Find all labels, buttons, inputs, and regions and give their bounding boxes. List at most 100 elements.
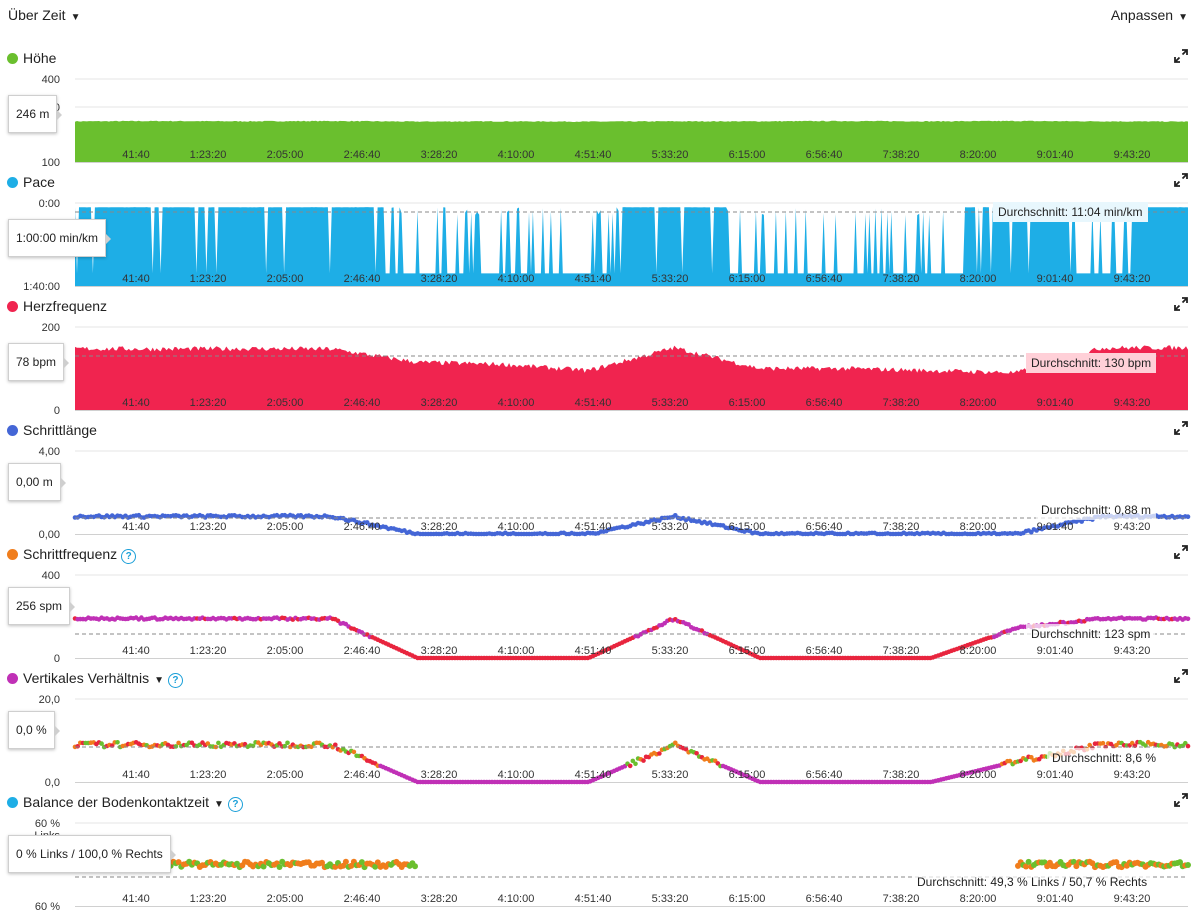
average-value: Durchschnitt: 8,6 % [1052,751,1157,765]
average-label: Durchschnitt: 0,88 m [1036,500,1157,520]
expand-icon[interactable] [1174,669,1188,683]
scatter-point [351,749,357,755]
x-tick-label: 1:23:20 [190,645,227,657]
expand-icon[interactable] [1174,297,1188,311]
panel-title-label: Schrittfrequenz [23,546,118,562]
x-tick-label: 6:56:40 [806,645,843,657]
caret-down-icon: ▼ [1178,12,1188,23]
x-tick-label: 6:15:00 [729,645,766,657]
scatter-point [358,859,365,866]
tooltip-value: 0 % Links / 100,0 % Rechts [16,847,163,861]
x-tick-label: 7:38:20 [883,149,920,161]
scatter-point [1087,742,1092,748]
scatter-point [205,741,211,746]
help-icon[interactable]: ? [121,549,137,564]
scatter-point [319,859,325,866]
scatter-point [627,763,633,769]
expand-icon[interactable] [1174,49,1188,63]
x-axis-ticks: 41:40 1:23:20 2:05:00 2:46:40 3:28:20 4:10:00… [122,645,1150,657]
scatter-point [1185,616,1191,622]
panel-title-label: Vertikales Verhältnis [23,670,150,686]
x-tick-label: 4:10:00 [498,397,535,409]
scatter-point [1007,758,1013,764]
average-value: Durchschnitt: 11:04 min/km [998,205,1143,219]
expand-icon[interactable] [1174,793,1188,807]
x-tick-label: 7:38:20 [883,769,920,781]
x-tick-label: 6:15:00 [729,893,766,905]
x-tick-label: 9:43:20 [1114,149,1151,161]
help-icon[interactable]: ? [227,797,243,812]
legend-dot-icon [7,425,18,436]
scatter-series-cadence [72,615,1191,661]
hover-tooltip: 0,00 m [8,463,66,501]
customize-dropdown[interactable]: Anpassen ▼ [1111,7,1188,23]
expand-icon[interactable] [1174,421,1188,435]
hover-tooltip: 78 bpm [8,343,70,381]
x-tick-label: 4:51:40 [575,397,612,409]
chart-plot-pace: 0:00 1:40:00 41:40 1:23:20 2:05:00 2:46:40 3:2… [23,198,1188,293]
x-tick-label: 9:43:20 [1114,273,1151,285]
view-mode-dropdown[interactable]: Über Zeit ▼ [8,7,80,23]
x-tick-label: 3:28:20 [421,273,458,285]
average-value: Durchschnitt: 49,3 % Links / 50,7 % Rech… [917,875,1148,889]
scatter-point [1025,858,1032,865]
x-tick-label: 5:33:20 [652,521,689,533]
legend-dot-icon [7,177,18,188]
average-label: Durchschnitt: 49,3 % Links / 50,7 % Rech… [912,872,1153,892]
average-label: Durchschnitt: 8,6 % [1047,748,1162,768]
expand-icon[interactable] [1174,545,1188,559]
x-tick-label: 6:56:40 [806,397,843,409]
caret-down-icon: ▼ [70,12,81,23]
x-tick-label: 4:51:40 [575,521,612,533]
x-tick-label: 6:56:40 [806,893,843,905]
x-axis-ticks: 41:40 1:23:20 2:05:00 2:46:40 3:28:20 4:10:00… [122,893,1150,905]
scatter-series-stride [72,512,1191,537]
average-value: Durchschnitt: 0,88 m [1041,503,1152,517]
y-axis-max-label: 400 [42,570,60,582]
scatter-point [412,863,418,870]
panel-title-label: Pace [23,174,55,190]
x-tick-label: 2:46:40 [344,397,381,409]
scatter-point [374,859,381,866]
legend-dot-icon [7,301,18,312]
x-tick-label: 9:43:20 [1114,645,1151,657]
scatter-point [673,740,678,746]
y-axis-max-label: 0:00 [39,198,60,210]
x-tick-label: 4:51:40 [575,149,612,161]
x-tick-label: 7:38:20 [883,645,920,657]
hover-tooltip: 256 spm [8,587,76,625]
legend-dot-icon [7,797,18,808]
x-tick-label: 6:56:40 [806,769,843,781]
y-axis-min-label: 1:40:00 [23,281,60,293]
area-series-hoehe [75,120,1188,162]
chart-panel-pace: 0:00 1:40:00 41:40 1:23:20 2:05:00 2:46:40 3:2… [0,172,1196,296]
x-tick-label: 4:10:00 [498,645,535,657]
x-tick-label: 9:01:40 [1037,273,1074,285]
panel-title-label: Schrittlänge [23,422,97,438]
x-tick-label: 9:01:40 [1037,397,1074,409]
x-tick-label: 2:05:00 [267,273,304,285]
x-tick-label: 2:46:40 [344,273,381,285]
x-tick-label: 2:46:40 [344,769,381,781]
help-icon[interactable]: ? [167,673,183,688]
caret-down-icon[interactable]: ▼ [214,799,224,810]
y-axis-min-label: 0 [54,653,60,665]
x-tick-label: 6:15:00 [729,397,766,409]
panel-title-gct[interactable]: Balance der Bodenkontaktzeit ▼? [7,792,243,812]
scatter-series-gct [72,858,1191,871]
hover-tooltip: 246 m [8,95,63,133]
x-tick-label: 8:20:00 [960,769,997,781]
scatter-point [285,740,290,746]
x-tick-label: 5:33:20 [652,893,689,905]
panel-title-vratio[interactable]: Vertikales Verhältnis ▼? [7,668,183,688]
x-tick-label: 4:10:00 [498,521,535,533]
x-tick-label: 3:28:20 [421,521,458,533]
caret-down-icon[interactable]: ▼ [154,675,164,686]
x-tick-label: 4:51:40 [575,769,612,781]
expand-icon[interactable] [1174,173,1188,187]
chart-plot-hr: 200 0 41:40 1:23:20 2:05:00 2:46:40 3:28:20 4:1… [42,322,1188,417]
panel-title-label: Herzfrequenz [23,298,108,314]
chart-panel-stride: 4,00 0,00 41:40 1:23:20 2:05:00 2:46:40 3:28:2… [0,420,1196,544]
x-tick-label: 2:05:00 [267,521,304,533]
y-axis-max-label: 400 [42,74,60,86]
